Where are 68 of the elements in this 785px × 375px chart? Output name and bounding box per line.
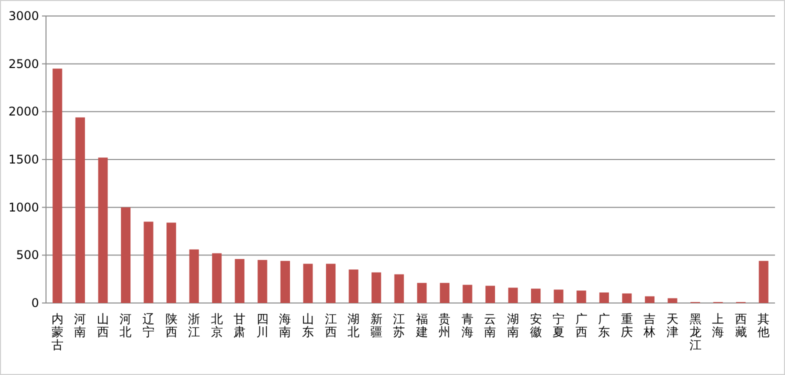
x-tick-label: 天津 <box>666 312 678 339</box>
bar <box>212 253 222 303</box>
x-tick-label: 宁夏 <box>552 312 565 339</box>
x-tick-label: 山西 <box>96 312 109 339</box>
x-tick-label: 安徽 <box>530 312 542 339</box>
bar <box>52 68 62 303</box>
bar <box>394 274 404 303</box>
x-tick-label: 福建 <box>414 312 428 339</box>
bar <box>326 264 336 303</box>
bar <box>258 260 268 303</box>
x-tick-label: 贵州 <box>438 312 451 339</box>
bar <box>668 298 678 303</box>
x-tick-label: 甘肃 <box>234 312 246 339</box>
bar <box>166 222 176 303</box>
bar <box>758 260 768 303</box>
x-tick-label: 重庆 <box>620 312 633 339</box>
y-tick-label: 1500 <box>8 152 39 166</box>
x-tick-label: 湖北 <box>348 312 360 339</box>
bar <box>622 293 632 303</box>
x-tick-label: 四川 <box>256 312 268 339</box>
x-tick-label: 河南 <box>74 312 86 339</box>
bar <box>554 290 564 303</box>
x-tick-label: 海南 <box>279 312 292 339</box>
bar <box>531 288 541 303</box>
bar <box>189 249 199 303</box>
bar <box>485 286 496 303</box>
x-tick-label: 江西 <box>324 312 337 339</box>
x-tick-label: 山东 <box>302 312 314 339</box>
x-tick-label: 广西 <box>575 312 588 339</box>
bar <box>644 296 654 303</box>
x-tick-label: 浙江 <box>188 312 200 339</box>
bar <box>372 272 382 303</box>
y-tick-label: 2000 <box>8 104 39 119</box>
x-tick-label: 陕西 <box>165 312 178 339</box>
y-tick-label: 3000 <box>8 9 39 23</box>
bar <box>303 264 313 303</box>
x-tick-label: 辽宁 <box>142 312 155 339</box>
bar <box>508 288 518 303</box>
bar <box>98 158 108 303</box>
bar <box>417 282 427 303</box>
bar <box>440 282 450 303</box>
x-tick-label: 新疆 <box>370 312 382 339</box>
bar <box>599 292 609 303</box>
x-tick-label: 西藏 <box>734 312 747 339</box>
bar <box>280 260 290 303</box>
y-tick-label: 1000 <box>8 200 39 214</box>
bar <box>120 207 131 303</box>
x-tick-label: 其他 <box>758 312 770 339</box>
x-tick-label: 湖南 <box>507 312 520 339</box>
y-tick-label: 500 <box>16 248 39 262</box>
bar <box>75 117 85 303</box>
x-tick-label: 江苏 <box>393 312 406 339</box>
x-tick-label: 黑龙江 <box>689 312 702 352</box>
bar <box>462 284 472 303</box>
x-tick-label: 云南 <box>484 312 496 339</box>
x-tick-label: 吉林 <box>642 312 656 339</box>
x-tick-label: 青海 <box>461 312 474 339</box>
y-tick-label: 2500 <box>8 56 39 71</box>
bar <box>348 270 358 303</box>
x-tick-label: 上海 <box>712 312 724 339</box>
bar <box>234 258 244 303</box>
x-tick-label: 内蒙古 <box>51 312 64 352</box>
bar <box>144 222 154 303</box>
x-tick-label: 河北 <box>120 312 132 339</box>
x-tick-label: 广东 <box>598 312 610 339</box>
bar <box>576 290 586 303</box>
x-tick-label: 北京 <box>210 312 223 339</box>
y-tick-label: 0 <box>31 296 39 310</box>
